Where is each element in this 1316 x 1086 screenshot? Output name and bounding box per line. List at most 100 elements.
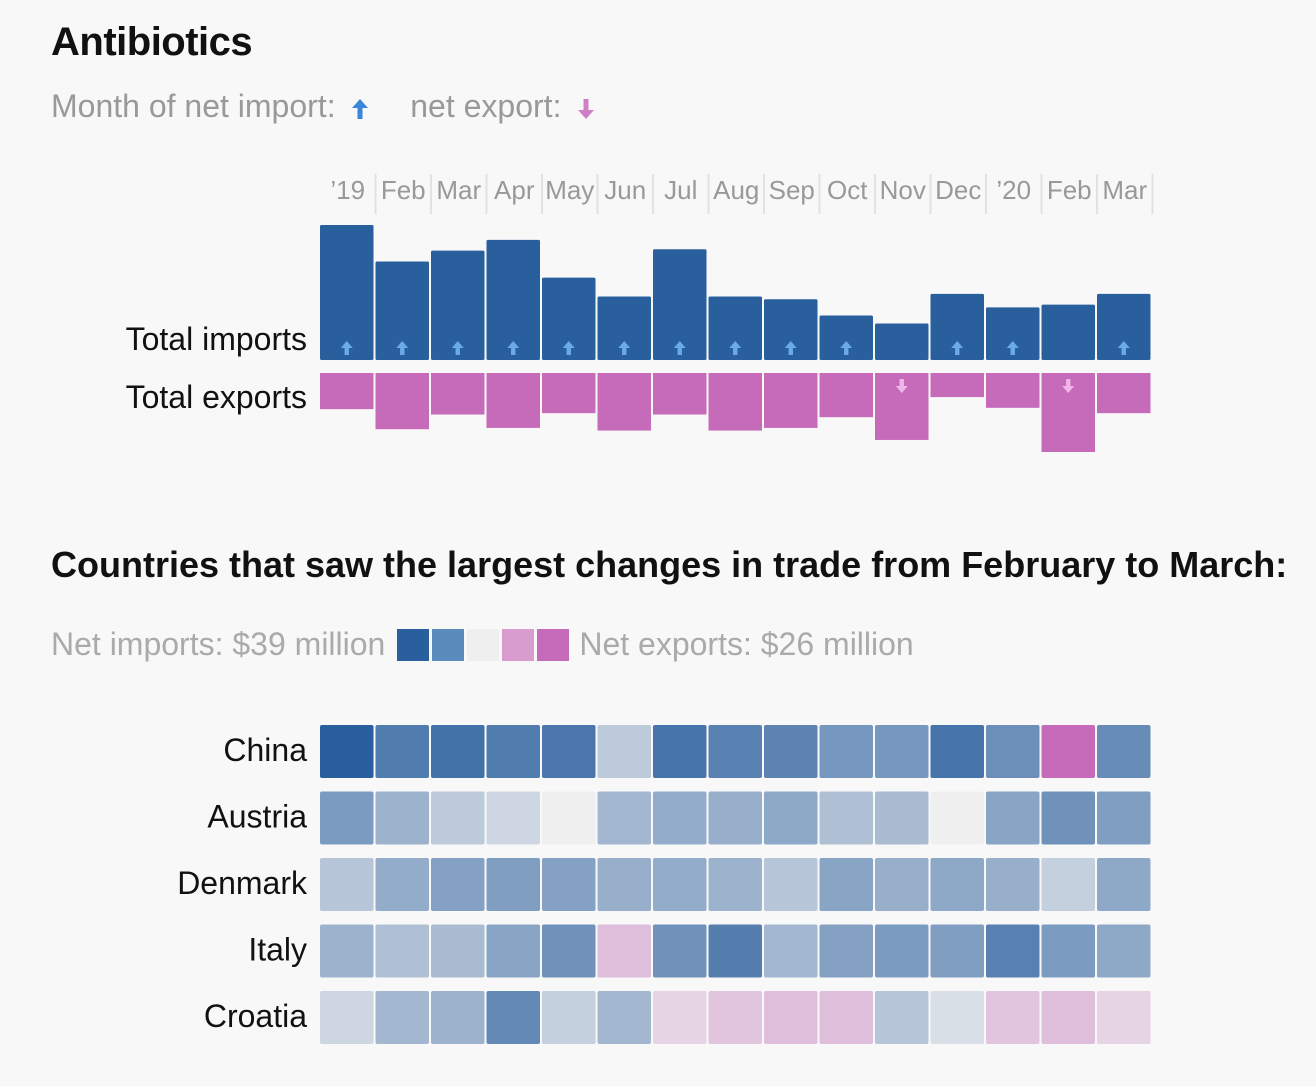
heatmap-cell: [1041, 858, 1095, 911]
heatmap-cell: [708, 858, 762, 911]
month-tick-label: Jun: [604, 175, 646, 205]
heatmap-cell: [653, 725, 707, 778]
heatmap-cell: [986, 858, 1040, 911]
heatmap-cell: [875, 858, 929, 911]
heatmap-cell: [930, 858, 984, 911]
net-import-arrow-icon: [784, 341, 797, 355]
heatmap-cell: [320, 991, 374, 1044]
heatmap-cell: [597, 791, 651, 845]
heatmap-cell: [597, 725, 651, 778]
export-bar: [375, 373, 429, 430]
heatmap-cell: [764, 725, 818, 778]
country-label: Austria: [207, 799, 307, 835]
month-tick-label: Sep: [769, 175, 815, 205]
export-bar: [819, 373, 873, 418]
import-bar: [320, 225, 374, 360]
heatmap-cell: [986, 924, 1040, 978]
country-label: Italy: [248, 932, 307, 968]
export-bar: [320, 373, 374, 410]
export-bar: [986, 373, 1040, 408]
heatmap-cell: [875, 725, 929, 778]
import-bar: [875, 323, 929, 360]
heatmap-cell: [542, 991, 596, 1044]
heatmap-cell: [930, 791, 984, 845]
net-import-arrow-icon: [673, 341, 686, 355]
export-bar: [708, 373, 762, 431]
heatmap-cell: [653, 991, 707, 1044]
scale-swatch-import: [432, 628, 465, 661]
heatmap-cell: [819, 858, 873, 911]
heatmap-cell: [819, 991, 873, 1044]
heatmap-cell: [708, 991, 762, 1044]
arrow-down-icon: [578, 98, 595, 119]
heatmap-cell: [1097, 791, 1151, 845]
heatmap-cell: [597, 991, 651, 1044]
month-tick-label: Dec: [935, 175, 981, 205]
heatmap-cell: [431, 725, 485, 778]
import-bar: [1097, 293, 1151, 360]
heatmap-cell: [1097, 725, 1151, 778]
export-bar: [431, 373, 485, 415]
heatmap-cell: [597, 858, 651, 911]
month-tick-label: Aug: [713, 175, 759, 205]
heatmap-cell: [986, 991, 1040, 1044]
heatmap-cell: [375, 858, 429, 911]
heatmap-cell: [764, 858, 818, 911]
net-import-arrow-icon: [951, 341, 964, 355]
arrow-up-icon: [352, 98, 369, 119]
export-bar: [930, 373, 984, 398]
heatmap-cell: [375, 725, 429, 778]
heatmap-cell: [708, 725, 762, 778]
total-imports-label: Total imports: [126, 321, 307, 357]
net-import-arrow-icon: [618, 341, 631, 355]
export-bar: [542, 373, 596, 414]
heatmap-cell: [653, 858, 707, 911]
net-export-arrow-icon: [895, 379, 908, 393]
color-scale: [397, 628, 570, 661]
heatmap-cell: [1041, 725, 1095, 778]
heatmap-cell: [875, 791, 929, 845]
heatmap-cell: [375, 991, 429, 1044]
export-bar: [764, 373, 818, 428]
scale-swatch-strong-export: [537, 628, 570, 661]
heatmap-cell: [486, 858, 540, 911]
heatmap-cell: [708, 924, 762, 978]
chart-title: Antibiotics: [51, 20, 253, 64]
heatmap-cell: [1041, 991, 1095, 1044]
heatmap-cell: [764, 924, 818, 978]
trade-bar-chart: ’19 Feb Mar Apr May Jun Jul Aug Sep Oct Nov Dec ’20 F…: [126, 174, 1154, 452]
heatmap-cell: [486, 924, 540, 978]
heatmap-cell: [542, 791, 596, 845]
import-bar: [986, 307, 1040, 360]
heatmap-cell: [486, 791, 540, 845]
net-import-arrow-icon: [507, 341, 520, 355]
month-tick-label: Feb: [381, 175, 426, 205]
heatmap-cell: [819, 791, 873, 845]
net-import-arrow-icon: [451, 341, 464, 355]
heatmap-cell: [431, 858, 485, 911]
net-import-arrow-icon: [840, 341, 853, 355]
heatmap-cell: [819, 725, 873, 778]
heatmap-cell: [1097, 924, 1151, 978]
month-tick-label: Nov: [880, 175, 926, 205]
heatmap-cell: [597, 924, 651, 978]
import-bar: [930, 293, 984, 360]
heatmap-cell: [708, 791, 762, 845]
net-import-label: Month of net import:: [51, 88, 336, 124]
total-exports-label: Total exports: [126, 379, 307, 415]
heatmap-cell: [320, 924, 374, 978]
heatmap-cell: [431, 791, 485, 845]
net-export-label: net export:: [410, 88, 562, 124]
net-exports-scale-label: Net exports: $26 million: [579, 626, 914, 662]
scale-swatch-neutral: [467, 628, 500, 661]
net-import-arrow-icon: [562, 341, 575, 355]
heatmap-cell: [1097, 991, 1151, 1044]
net-export-arrow-icon: [1062, 379, 1075, 393]
import-bar: [708, 296, 762, 360]
export-bar: [653, 373, 707, 415]
heatmap-cell: [1097, 858, 1151, 911]
heatmap-cell: [320, 791, 374, 845]
import-bar: [819, 315, 873, 360]
net-import-arrow-icon: [340, 341, 353, 355]
import-bar: [431, 250, 485, 360]
